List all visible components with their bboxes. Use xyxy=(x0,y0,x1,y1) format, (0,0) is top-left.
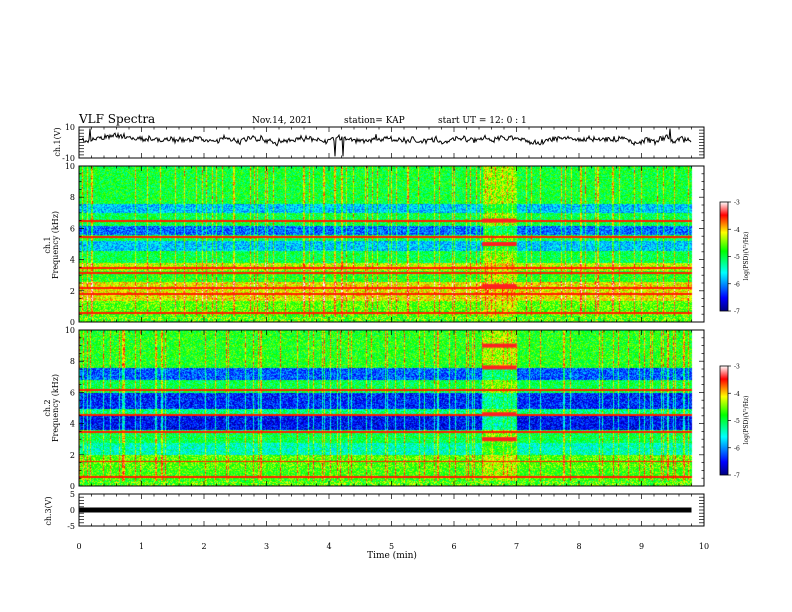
start-time-label: start UT = 12: 0 : 1 xyxy=(438,116,527,126)
ch2-spectrogram-image xyxy=(79,330,704,486)
ch1-waveform-panel: 10 -10 xyxy=(62,123,705,163)
colorbar-tick-label: -4 xyxy=(734,391,740,398)
colorbar-tick-label: -6 xyxy=(734,445,740,452)
ch3-waveform-ylabel: ch.3(V) xyxy=(44,496,53,525)
ch1-waveform-trace xyxy=(78,128,692,157)
colorbar-tick-label: -6 xyxy=(734,281,740,288)
x-tick-label: 5 xyxy=(389,542,394,551)
ch1-colorbar-gradient xyxy=(719,201,729,312)
colorbar-tick-label: -5 xyxy=(734,254,740,261)
y-tick-label: 2 xyxy=(70,287,75,296)
colorbar-tick-label: -3 xyxy=(734,364,740,371)
x-tick-label: 4 xyxy=(326,542,331,551)
colorbar-tick-label: -3 xyxy=(734,200,740,207)
y-tick-label: 6 xyxy=(70,388,75,397)
ch2-colorbar-label: log(PSD)(V²/Hz) xyxy=(743,396,750,445)
y-tick-label: 4 xyxy=(70,256,75,265)
ch1-spectrogram-image xyxy=(79,166,704,322)
ch3-waveform-trace xyxy=(79,507,692,513)
ch3-waveform-panel: 5 0 -5 0 1 2 3 4 5 6 7 8 9 10 xyxy=(67,490,709,551)
ch1-spectrogram-ylabel-line2: Frequency (kHz) xyxy=(51,211,60,279)
ch2-spectrogram-panel: 0 2 4 6 8 10 xyxy=(65,326,705,491)
ch2-colorbar-gradient xyxy=(719,365,729,476)
x-tick-label: 1 xyxy=(139,542,144,551)
x-tick-label: 0 xyxy=(76,542,81,551)
x-tick-label: 2 xyxy=(201,542,206,551)
x-tick-label: 7 xyxy=(514,542,519,551)
x-tick-label: 6 xyxy=(451,542,456,551)
y-tick-label: 6 xyxy=(70,224,75,233)
y-tick-label: 10 xyxy=(65,123,75,132)
figure-title: VLF Spectra xyxy=(78,112,155,126)
station-label: station= KAP xyxy=(344,116,405,126)
x-tick-label: 8 xyxy=(576,542,581,551)
ch1-waveform-ylabel: ch.1(V) xyxy=(53,127,62,156)
ch1-spectrogram-panel: 0 2 4 6 8 10 xyxy=(65,162,705,327)
colorbar-tick-label: -5 xyxy=(734,418,740,425)
y-tick-label: 8 xyxy=(70,357,75,366)
x-tick-label: 10 xyxy=(699,542,709,551)
ch2-spectrogram-ylabel-line2: Frequency (kHz) xyxy=(51,374,60,442)
y-tick-label: 10 xyxy=(65,326,75,335)
colorbar-tick-label: -7 xyxy=(734,309,740,316)
x-tick-label: 3 xyxy=(264,542,269,551)
time-axis-label: Time (min) xyxy=(367,550,417,561)
y-tick-label: 2 xyxy=(70,451,75,460)
y-tick-label: 0 xyxy=(70,482,75,491)
y-tick-label: 8 xyxy=(70,193,75,202)
ch1-colorbar-label: log(PSD)(V²/Hz) xyxy=(743,232,750,281)
y-tick-label: -10 xyxy=(62,154,75,163)
colorbar-tick-label: -7 xyxy=(734,473,740,480)
date-label: Nov.14, 2021 xyxy=(252,116,312,126)
colorbar-ticks: -3 -4 -5 -6 -7 -3 -4 -5 -6 -7 xyxy=(728,200,740,480)
y-tick-label: 0 xyxy=(70,318,75,327)
x-tick-label: 9 xyxy=(639,542,644,551)
ch1-spectrogram-ylabel-line1: ch.1 xyxy=(43,236,52,253)
colorbar-tick-label: -4 xyxy=(734,227,740,234)
y-tick-label: 0 xyxy=(70,506,75,515)
y-tick-label: 4 xyxy=(70,420,75,429)
y-tick-label: -5 xyxy=(67,522,75,531)
y-tick-label: 5 xyxy=(70,490,75,499)
ch2-spectrogram-ylabel-line1: ch.2 xyxy=(43,399,52,416)
y-tick-label: 10 xyxy=(65,162,75,171)
